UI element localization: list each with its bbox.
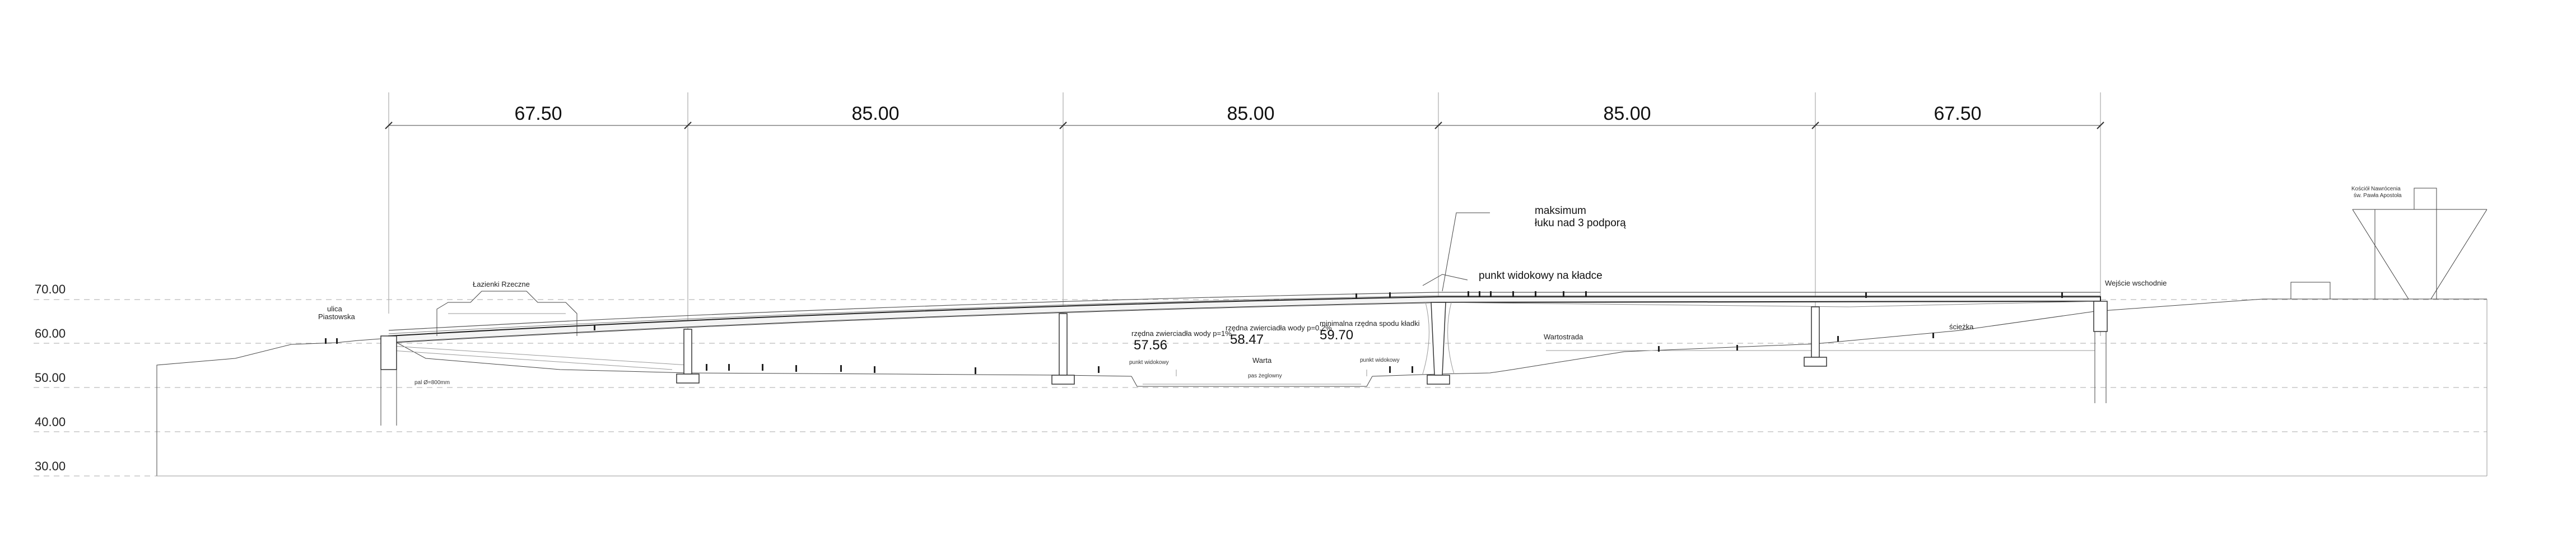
span-2-label: 85.00 — [851, 103, 899, 124]
street-label-2: Piastowska — [318, 312, 356, 321]
arch-max-label-2: łuku nad 3 podporą — [1535, 217, 1626, 229]
arch-max-label-1: maksimum — [1535, 205, 1586, 217]
elevation-levels: 70.00 60.00 50.00 40.00 30.00 — [34, 282, 2487, 477]
span-4-label: 85.00 — [1603, 103, 1651, 124]
level-50: 50.00 — [35, 371, 66, 385]
left-bank-label: punkt widokowy — [1129, 359, 1169, 366]
arch-maximum-leader — [1422, 212, 1490, 292]
church-label-1: Kościół Nawrócenia — [2351, 186, 2401, 192]
boulevard-label: Wartostrada — [1544, 333, 1583, 341]
viewpoint-label: punkt widokowy na kładce — [1479, 270, 1603, 282]
baths-label: Łazienki Rzeczne — [473, 280, 530, 288]
high-water-100-label: rzędna zwierciadła wody p=1% — [1131, 329, 1232, 338]
span-3-label: 85.00 — [1227, 103, 1274, 124]
dimension-chain: 67.50 85.00 85.00 85.00 67.50 — [385, 92, 2104, 370]
people-figures — [325, 291, 2063, 374]
span-1-label: 67.50 — [514, 103, 562, 124]
east-entry-label: Wejście wschodnie — [2105, 279, 2167, 287]
river-sub-label: pas żeglowny — [1248, 373, 1282, 379]
min-clearance-label: minimalna rzędna spodu kładki — [1320, 319, 1420, 328]
right-bank-label: punkt widokowy — [1360, 357, 1400, 363]
level-40: 40.00 — [35, 415, 66, 429]
high-water-02-value: 58.47 — [1230, 332, 1264, 347]
terrain-profile — [156, 298, 2488, 477]
foundation-label: pal Ø=800mm — [414, 380, 450, 386]
min-clearance-value: 59.70 — [1320, 328, 1353, 343]
street-label-1: ulica — [327, 305, 343, 313]
level-70: 70.00 — [35, 282, 66, 296]
level-60: 60.00 — [35, 326, 66, 340]
church-building — [2290, 188, 2488, 300]
path-label: ścieżka — [1949, 323, 1974, 331]
high-water-02-label: rzędna zwierciadła wody p=0.2% — [1226, 324, 1332, 332]
river-label: Warta — [1252, 356, 1272, 365]
bridge-piers — [380, 301, 2108, 426]
annotations: maksimum łuku nad 3 podporą punkt widoko… — [318, 186, 2402, 386]
level-30: 30.00 — [35, 459, 66, 473]
church-label-2: św. Pawła Apostoła — [2354, 193, 2402, 199]
span-5-label: 67.50 — [1934, 103, 1981, 124]
high-water-100-value: 57.56 — [1134, 338, 1167, 353]
baths-building — [436, 291, 577, 336]
